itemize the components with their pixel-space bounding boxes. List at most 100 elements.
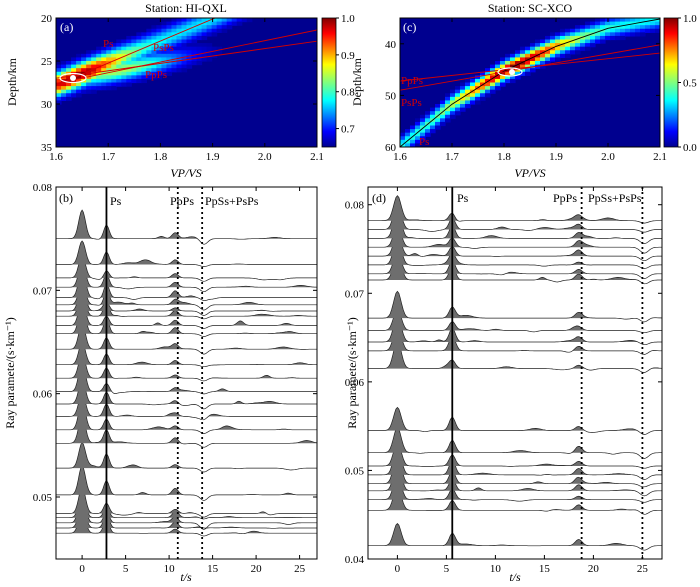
heatmap-cell [176,53,183,59]
colorbar-tick-label: 0.8 [341,87,355,99]
heatmap-cell [146,39,152,44]
heatmap-cell [570,32,576,37]
heatmap-cell [141,50,147,55]
heatmap-cell [61,89,67,94]
heatmap-cell [166,25,173,30]
heatmap-cell [56,100,62,105]
heatmap-cell [525,64,531,69]
heatmap-cell [470,82,476,87]
heatmap-cell [171,46,178,51]
heatmap-cell [570,46,576,51]
heatmap-cell [191,28,198,33]
heatmap-cell [420,132,426,137]
heatmap-cell [560,43,566,48]
trace [368,463,662,497]
heatmap-cell [116,57,122,62]
heatmap-cell [206,53,213,59]
phase-label-psps-c: PsPs [401,97,422,109]
heatmap-cell [400,136,406,141]
heatmap-cell [56,86,62,91]
heatmap-cell [530,68,536,73]
heatmap-cell [176,43,183,48]
colorbar-tick-label: 0.9 [341,50,355,62]
heatmap-cell [126,75,132,80]
heatmap-cell [405,129,411,134]
heatmap-cell [575,39,581,44]
trace-fill [368,340,662,369]
heatmap-cell [101,64,107,69]
heatmap-cell [410,132,416,137]
heatmap-cell [206,28,213,33]
heatmap-cell [540,57,546,62]
y-tick-label: 0.05 [345,465,365,477]
heatmap-cell [455,107,461,112]
heatmap-cell [430,107,436,112]
heatmap-cell [71,61,77,66]
heatmap-cell [156,25,163,30]
x-tick-label: 5 [123,563,129,575]
heatmap-cell [515,64,521,69]
heatmap-cell [650,21,656,26]
heatmap-cell [121,64,127,69]
trace [368,237,662,269]
heatmap-cell [196,50,203,55]
heatmap-cell [615,35,621,41]
heatmap-cell [655,18,660,23]
heatmap-cell [211,25,218,30]
panel-c-frame [399,17,661,148]
heatmap-cell [216,18,223,23]
trace [56,492,317,530]
heatmap-cell [640,32,646,37]
heatmap-cell [116,43,122,48]
colorbar-a-ticks: 1.0 0.9 0.8 0.7 [336,13,355,136]
heatmap-cell [520,61,526,66]
heatmap-cell [540,46,546,51]
heatmap-cell [156,35,163,41]
heatmap-cell [81,53,87,59]
heatmap-cell [131,43,137,48]
heatmap-cell [620,25,626,30]
heatmap-cell [480,93,486,98]
heatmap-cell [500,75,506,80]
heatmap-cell [485,68,491,73]
heatmap-cell [445,93,451,98]
heatmap-cell [91,57,97,62]
heatmap-cell [66,89,72,94]
heatmap-cell [630,18,636,23]
heatmap-cell [106,50,112,55]
heatmap-cell [156,68,163,73]
heatmap-cell [505,71,511,76]
heatmap-cell [96,82,102,87]
heatmap-cell [605,21,611,26]
trace [56,361,317,395]
heatmap-cell [495,64,501,69]
trace-fill [56,342,317,365]
heatmap-cell [450,104,456,109]
heatmap-cell [420,114,426,119]
heatmap-cell [91,53,97,59]
heatmap-cell [96,78,102,84]
trace [56,283,317,316]
trace-fill [56,502,317,528]
trace [56,209,317,245]
heatmap-cell [111,86,117,91]
heatmap-cell [216,21,223,26]
heatmap-cell [450,89,456,94]
heatmap-cell [470,93,476,98]
heatmap-cell [610,18,616,23]
panel-b-frame [55,186,318,560]
heatmap-cell [191,21,198,26]
heatmap-cell [121,68,127,73]
heatmap-cell [475,82,481,87]
y-tick-label: 0.07 [33,285,53,297]
heatmap-cell [640,21,646,26]
heatmap-cell [201,21,208,26]
heatmap-cell [540,64,546,69]
heatmap-cell [565,50,571,55]
panel-a-ticks: 1.6 1.7 1.8 1.9 2.0 2.1 20 25 30 35 [41,13,324,163]
heatmap-cell [166,21,173,26]
heatmap-cell [121,82,127,87]
heatmap-cell [525,61,531,66]
heatmap-cell [490,86,496,91]
heatmap-cell [191,57,198,62]
